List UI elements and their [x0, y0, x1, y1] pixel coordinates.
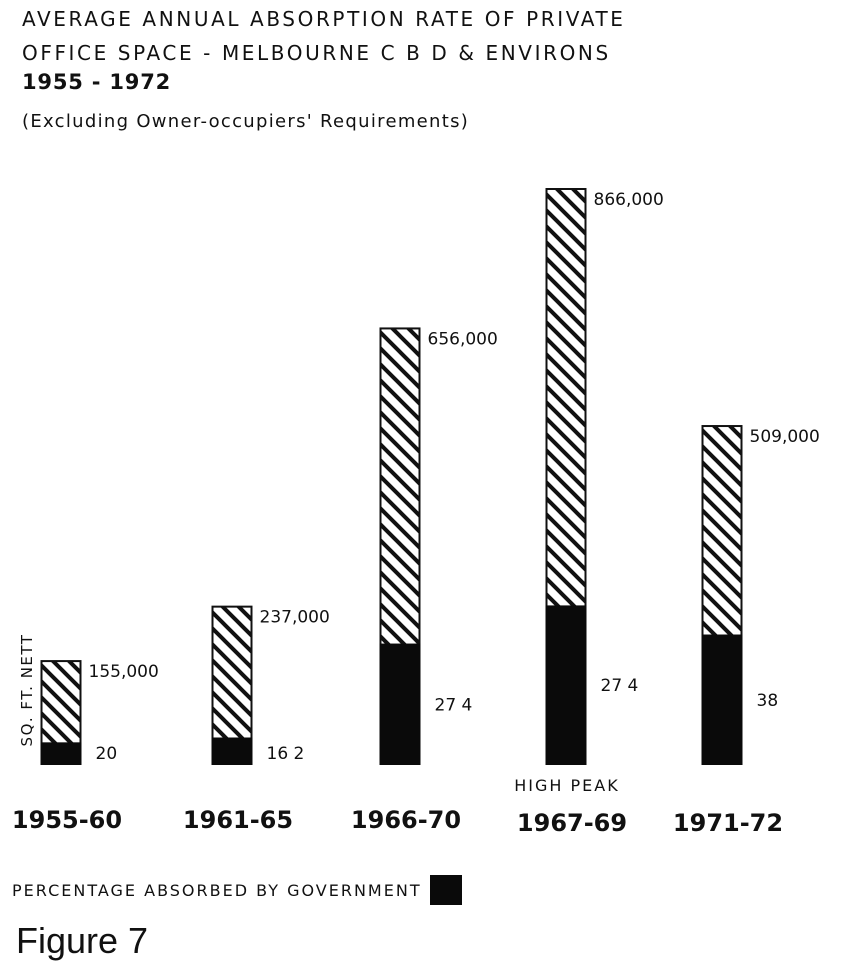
y-axis-label: SQ. FT. NETT [18, 634, 36, 747]
legend-label: PERCENTAGE ABSORBED BY GOVERNMENT [12, 880, 422, 900]
value-label-1966-70: 656,000 [428, 329, 498, 349]
legend: PERCENTAGE ABSORBED BY GOVERNMENT [12, 875, 462, 905]
chart-note: (Excluding Owner-occupiers' Requirements… [22, 111, 470, 132]
value-label-1955-60: 155,000 [89, 662, 159, 682]
chart-subtitle: 1955 - 1972 [22, 70, 172, 94]
bar-government-1966-70 [379, 643, 421, 765]
bar-private-1955-60 [40, 660, 82, 745]
bar-government-1955-60 [40, 742, 82, 766]
chart-title-line-2: OFFICE SPACE - MELBOURNE C B D & ENVIRON… [22, 41, 611, 65]
bar-government-1971-72 [701, 634, 743, 765]
bar-government-1961-65 [211, 737, 253, 765]
bar-private-1966-70 [379, 327, 421, 646]
bar-private-1967-69 [545, 188, 587, 608]
value-label-1971-72: 509,000 [750, 427, 820, 447]
chart-title-line-1: AVERAGE ANNUAL ABSORPTION RATE OF PRIVAT… [22, 7, 626, 31]
value-label-1961-65: 237,000 [260, 608, 330, 628]
percent-label-1967-69: 27 4 [601, 676, 639, 696]
category-label-1966-70: 1966-70 [351, 806, 461, 834]
bar-chart: SQ. FT. NETT 155,000 20 1955-60 237,000 16 2… [12, 188, 820, 837]
bar-private-1961-65 [211, 605, 253, 740]
percent-label-1955-60: 20 [96, 744, 118, 764]
category-label-1961-65: 1961-65 [183, 806, 293, 834]
category-note-1967-69: HIGH PEAK [514, 776, 619, 795]
percent-label-1961-65: 16 2 [267, 744, 305, 764]
category-label-1971-72: 1971-72 [673, 809, 783, 837]
percent-label-1971-72: 38 [757, 691, 779, 711]
category-label-1967-69: 1967-69 [517, 809, 627, 837]
figure-caption: Figure 7 [16, 920, 149, 961]
category-label-1955-60: 1955-60 [12, 806, 122, 834]
legend-swatch-government [429, 875, 462, 905]
bar-private-1971-72 [701, 425, 743, 637]
value-label-1967-69: 866,000 [594, 190, 664, 210]
bar-government-1967-69 [545, 605, 587, 766]
percent-label-1966-70: 27 4 [435, 695, 473, 715]
